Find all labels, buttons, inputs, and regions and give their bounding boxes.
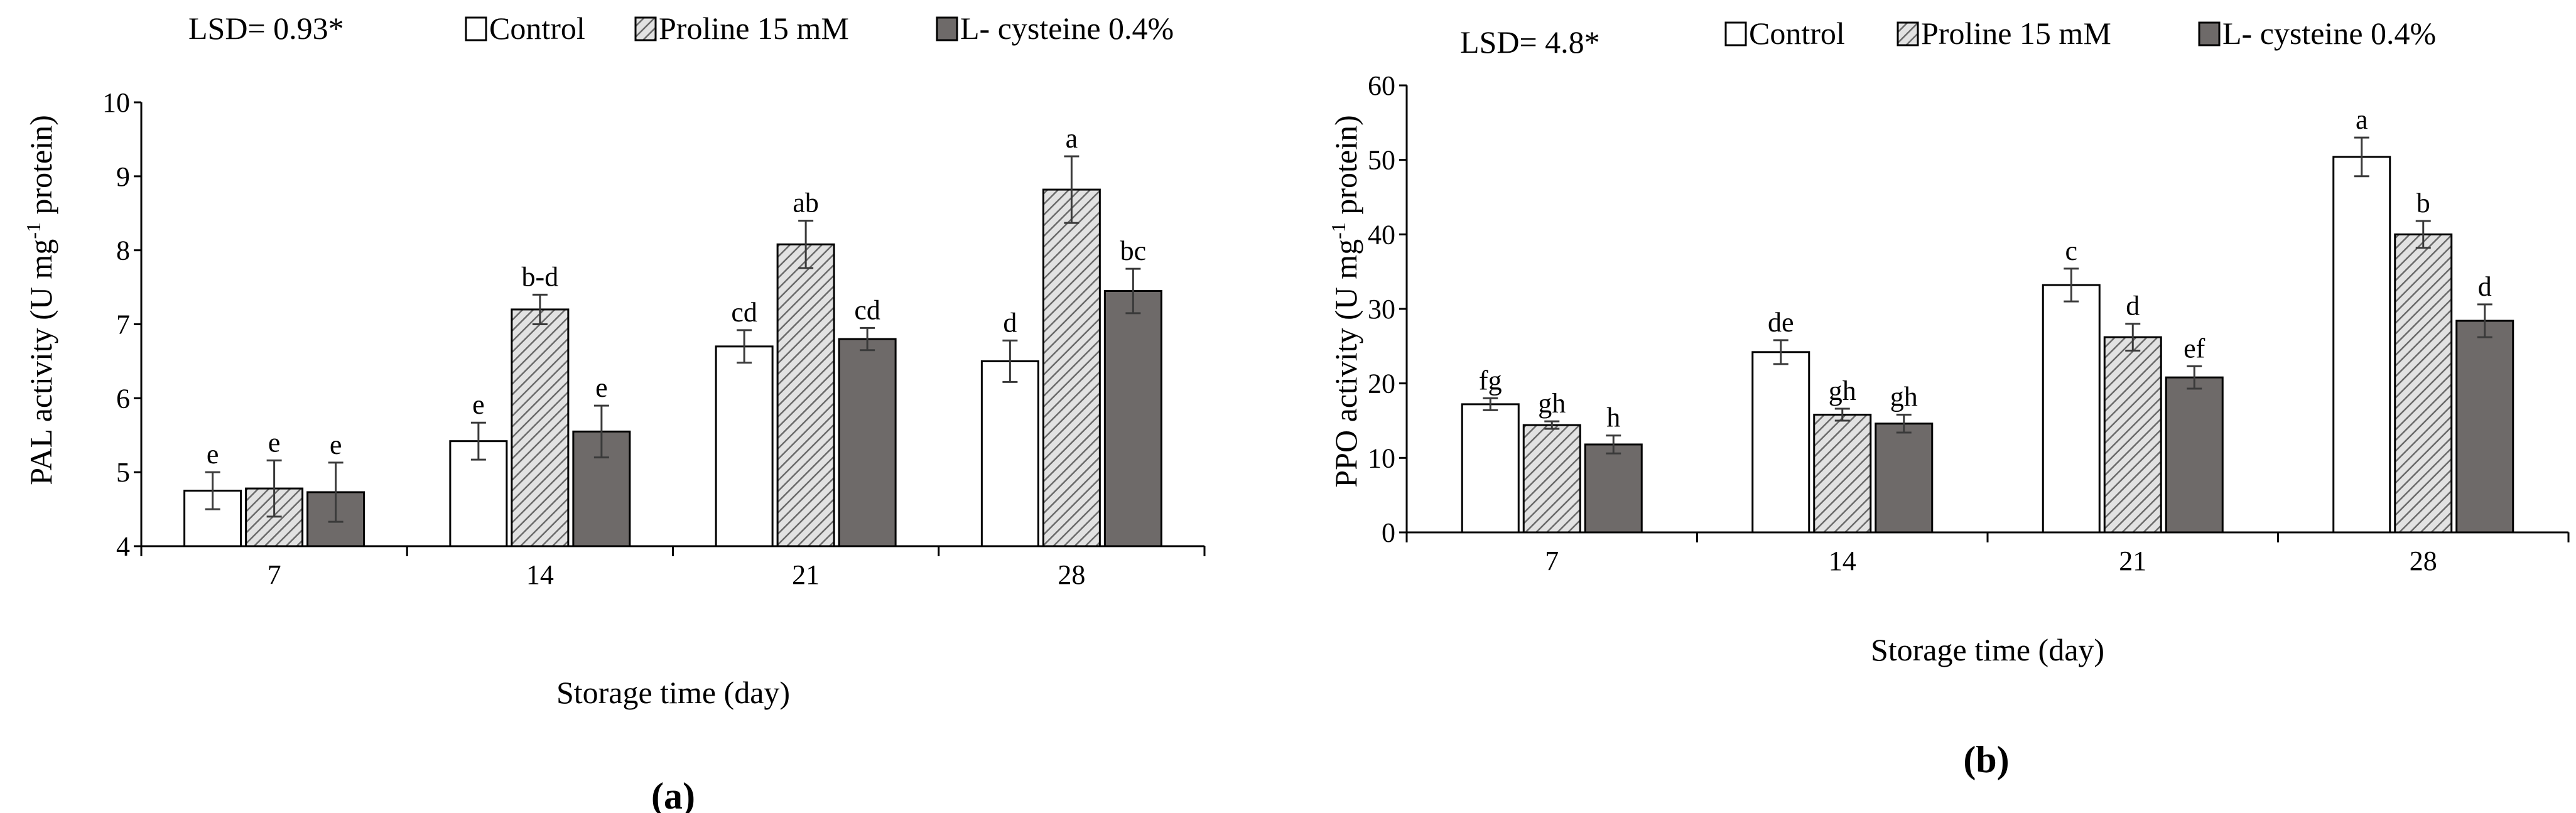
panel-b-xtick-label: 21	[2119, 546, 2146, 576]
panel-a-ytick-label: 9	[116, 161, 130, 192]
legend-a-label-proline: Proline 15 mM	[659, 11, 849, 46]
panel-a-letter-0-1: e	[472, 389, 485, 420]
panel-a-bar-0-3	[980, 360, 1039, 547]
panel-b-bar-2-0	[1584, 443, 1643, 534]
panel-a-xtick-label: 28	[1058, 559, 1085, 590]
panel-b-bar-2-2	[2165, 376, 2224, 534]
legend-a-label-cysteine: L- cysteine 0.4%	[960, 11, 1174, 46]
legend-b-swatch-proline	[1897, 21, 1919, 46]
panel-b-bar-0-0	[1461, 403, 1520, 534]
panel-a-ytick-label: 6	[116, 383, 130, 414]
panel-b-bar-2-1	[1875, 423, 1934, 534]
panel-b-bar-1-1	[1813, 414, 1872, 534]
panel-a-letter-2-0: e	[330, 429, 342, 460]
panel-b-letter-0-3: a	[2356, 104, 2368, 135]
panel-a-letter-2-2: cd	[854, 294, 880, 325]
panel-b-bar-0-1	[1751, 351, 1810, 534]
panel-a-letter-0-0: e	[207, 439, 219, 470]
panel-b-letter-1-1: gh	[1829, 375, 1856, 406]
legend-b-label-proline: Proline 15 mM	[1921, 16, 2111, 51]
panel-b-ytick-label: 40	[1368, 219, 1395, 250]
panel-b-bar-2-3	[2455, 320, 2514, 534]
legend-b-label-cysteine: L- cysteine 0.4%	[2222, 16, 2436, 51]
panel-b-bar-1-0	[1522, 424, 1581, 534]
panel-b-letter-1-3: b	[2416, 188, 2430, 218]
panel-b-letter-1-0: gh	[1538, 388, 1566, 419]
panel-a-ylabel: PAL activity (U mg-1 protein)	[22, 115, 58, 485]
panel-b-letter-2-0: h	[1606, 402, 1620, 433]
panel-a-ytick-label: 5	[116, 457, 130, 488]
panel-b-xtick-label: 7	[1545, 546, 1559, 576]
panel-a-xtick-label: 14	[526, 559, 554, 590]
panel-a-letter-1-2: ab	[793, 188, 819, 218]
panel-b-bar-1-2	[2103, 336, 2162, 534]
panel-a-bar-1-1	[511, 308, 570, 547]
panel-b-bar-1-3	[2394, 233, 2453, 534]
panel-a-bar-2-2	[838, 338, 897, 547]
panel-a-bar-0-2	[715, 345, 774, 547]
panel-a: LSD= 0.93* Control Proline 15 mM L- cyst…	[22, 11, 1206, 813]
panel-a-letter-0-2: cd	[731, 297, 757, 328]
panel-b-legend: Control Proline 15 mM L- cysteine 0.4%	[1724, 16, 2436, 51]
panel-a-bar-1-2	[776, 243, 835, 547]
panel-a-bar-0-0	[183, 490, 242, 547]
legend-b-label-control: Control	[1749, 16, 1845, 51]
panel-a-letter-0-3: d	[1003, 307, 1017, 338]
panel-a-ytick-label: 7	[116, 310, 130, 340]
panel-b-ytick-label: 50	[1368, 145, 1395, 176]
panel-a-letter-2-1: e	[595, 372, 608, 403]
panel-a-letter-1-1: b-d	[522, 261, 559, 292]
panel-b-lsd: LSD= 4.8*	[1460, 24, 1600, 60]
panel-b-plot: 0 10 20 30 40 50 60 7 14 21 28 fg de c a gh gh d b h gh ef d	[1368, 70, 2570, 576]
legend-a-swatch-cysteine	[936, 16, 958, 41]
panel-b: LSD= 4.8* Control Proline 15 mM L- cyste…	[1327, 16, 2570, 780]
panel-b-ytick-label: 20	[1368, 369, 1395, 399]
panel-b-xtick-label: 14	[1829, 546, 1856, 576]
panel-b-letter-0-1: de	[1768, 307, 1794, 338]
panel-b-ytick-label: 0	[1382, 517, 1395, 548]
panel-b-bar-0-2	[2042, 284, 2101, 534]
panel-b-xtick-label: 28	[2410, 546, 2437, 576]
panel-a-bar-0-1	[449, 440, 508, 547]
panel-a-letter-2-3: bc	[1120, 235, 1147, 266]
panel-a-letter-1-3: a	[1066, 123, 1078, 154]
panel-b-ylabel: PPO activity (U mg-1 protein)	[1327, 115, 1363, 487]
legend-a-swatch-control	[465, 16, 487, 41]
legend-a-swatch-proline	[634, 16, 657, 41]
panel-b-caption: (b)	[1963, 739, 2009, 780]
panel-b-ytick-label: 10	[1368, 443, 1395, 473]
panel-a-legend: Control Proline 15 mM L- cysteine 0.4%	[465, 11, 1174, 46]
legend-b-swatch-cysteine	[2198, 21, 2221, 46]
panel-a-lsd: LSD= 0.93*	[188, 11, 344, 46]
panel-a-xtick-label: 7	[268, 559, 281, 590]
panel-b-letter-2-3: d	[2478, 271, 2492, 302]
panel-a-xtick-label: 21	[792, 559, 820, 590]
panel-a-plot: 4 5 6 7 8 9 10 7 14 21 28 e e cd d e b-d ab a e e cd bc	[102, 87, 1206, 590]
panel-a-caption: (a)	[651, 775, 695, 813]
panel-a-ytick-label: 10	[102, 87, 130, 118]
panel-a-bar-2-3	[1103, 289, 1162, 547]
panel-a-bar-1-3	[1042, 188, 1101, 547]
panel-b-letter-0-0: fg	[1479, 365, 1502, 396]
panel-b-letter-2-2: ef	[2184, 333, 2205, 363]
panel-b-bar-0-3	[2332, 156, 2391, 534]
panel-b-letter-2-1: gh	[1890, 382, 1918, 412]
panel-b-xlabel: Storage time (day)	[1871, 632, 2104, 667]
panel-a-letter-1-0: e	[268, 427, 281, 458]
legend-a-label-control: Control	[489, 11, 585, 46]
panel-b-ytick-label: 60	[1368, 70, 1395, 101]
panel-b-letter-1-2: d	[2126, 291, 2140, 321]
panel-a-xlabel: Storage time (day)	[556, 675, 790, 710]
panel-b-ytick-label: 30	[1368, 294, 1395, 325]
panel-b-letter-0-2: c	[2065, 235, 2077, 266]
panel-a-ytick-label: 4	[116, 531, 130, 562]
legend-b-swatch-control	[1724, 21, 1747, 46]
panel-a-ytick-label: 8	[116, 235, 130, 266]
